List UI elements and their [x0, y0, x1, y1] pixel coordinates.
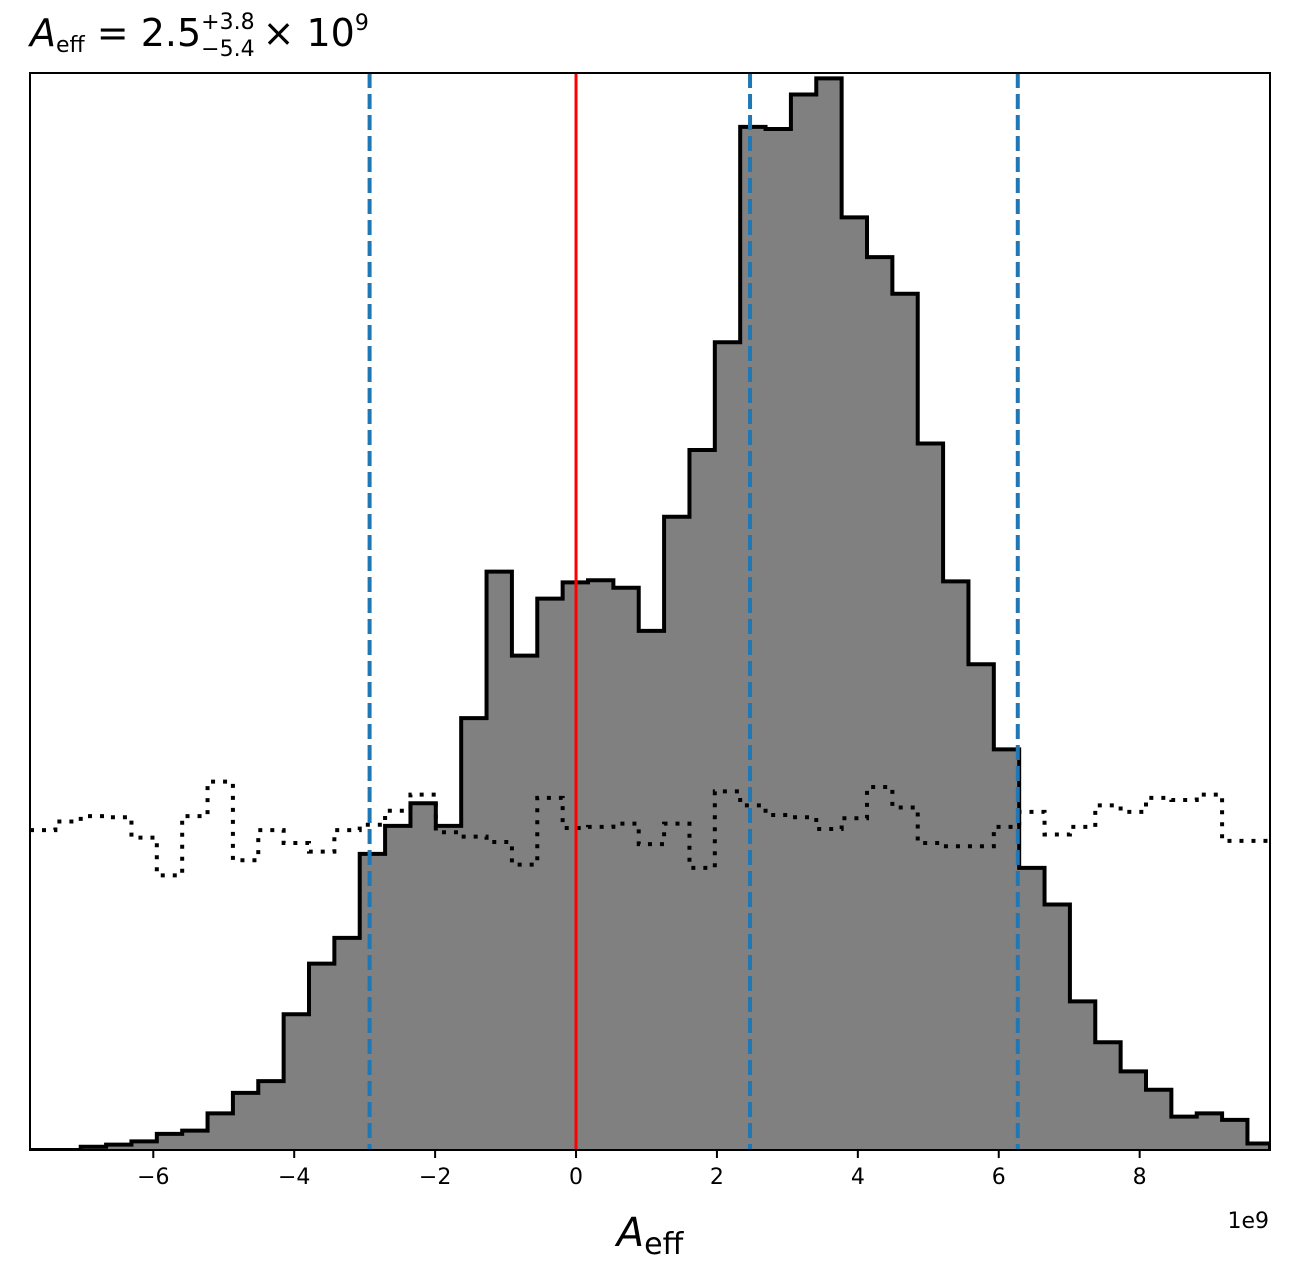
posterior-bar [638, 630, 665, 1150]
posterior-bar [740, 126, 767, 1150]
posterior-bar [537, 598, 564, 1150]
posterior-bar [1247, 1143, 1270, 1150]
posterior-bar [917, 443, 944, 1150]
x-tick-label: 0 [569, 1165, 583, 1190]
posterior-bar [588, 580, 614, 1150]
posterior-bar [156, 1133, 183, 1150]
x-tick-label: 8 [1133, 1165, 1147, 1190]
posterior-bar [232, 1092, 259, 1150]
posterior-bar [435, 825, 462, 1150]
plot-area: −6 −4 −2 0 2 4 6 8 [29, 72, 1271, 1190]
posterior-bar [613, 587, 640, 1150]
posterior-bar [131, 1141, 158, 1150]
posterior-bar [486, 571, 513, 1150]
posterior-bar [106, 1144, 132, 1150]
posterior-bar [258, 1081, 285, 1150]
x-tick-label: −4 [278, 1165, 310, 1190]
title-symbol-subscript: eff [56, 33, 86, 58]
posterior-bar [511, 655, 538, 1150]
posterior-bar [359, 853, 386, 1150]
title-exponent: 9 [355, 11, 369, 36]
x-tick-label: 4 [851, 1165, 865, 1190]
posterior-outline [30, 76, 1270, 1150]
posterior-bar [283, 1014, 310, 1150]
plot-content [30, 73, 1270, 1150]
posterior-bar [461, 718, 488, 1150]
title-symbol: A [27, 11, 56, 55]
posterior-bar [385, 825, 411, 1150]
posterior-bar [182, 1130, 209, 1150]
posterior-bar [1120, 1071, 1147, 1150]
posterior-bar [1222, 1119, 1248, 1150]
posterior-bar [943, 581, 969, 1150]
posterior-bar [1171, 1116, 1198, 1150]
x-tick-label: 6 [992, 1165, 1006, 1190]
axes-frame [29, 72, 1271, 1151]
posterior-bar [664, 516, 690, 1150]
title-value: = 2.5 [85, 11, 201, 55]
posterior-bar [1196, 1113, 1223, 1150]
posterior-bar [765, 129, 792, 1150]
posterior-bar [1044, 904, 1071, 1150]
posterior-bar [1019, 867, 1046, 1150]
x-axis-label-subscript: eff [644, 1227, 684, 1262]
posterior-bar [410, 803, 437, 1150]
posterior-bar [841, 217, 868, 1150]
x-axis-label: Aeff [614, 1210, 685, 1262]
posterior-bar [790, 94, 817, 1150]
chart-title: Aeff = 2.5+3.8 −5.4 × 109 [27, 10, 369, 62]
posterior-bar [993, 749, 1020, 1150]
posterior-bar [207, 1113, 234, 1150]
posterior-bar [714, 342, 741, 1150]
posterior-bar [892, 293, 919, 1150]
title-lower-error: −5.4 [201, 37, 254, 62]
title-upper-error: +3.8 [201, 10, 254, 35]
posterior-bar [968, 664, 995, 1150]
posterior-bar [689, 449, 716, 1150]
prior-outline [30, 779, 1270, 878]
posterior-bar [816, 78, 843, 1150]
posterior-bar [309, 963, 335, 1150]
posterior-bar [867, 257, 893, 1150]
x-tick-label: −6 [137, 1165, 169, 1190]
posterior-bar [1146, 1089, 1172, 1150]
posterior-bar [1095, 1042, 1122, 1150]
x-tick-label: −2 [419, 1165, 451, 1190]
x-axis-offset-label: 1e9 [1227, 1209, 1269, 1234]
posterior-bar [334, 937, 361, 1150]
x-axis-label-symbol: A [614, 1210, 644, 1256]
title-multiplier: × 10 [263, 11, 355, 55]
posterior-bar [1069, 1001, 1096, 1150]
x-tick-label: 2 [710, 1165, 724, 1190]
